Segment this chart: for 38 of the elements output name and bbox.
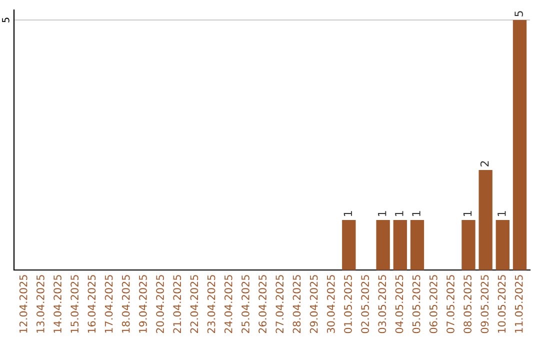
- x-tick-label: 11.05.2025: [514, 275, 523, 333]
- x-tick-label: 08.05.2025: [464, 275, 472, 334]
- x-tick-label: 23.04.2025: [207, 275, 216, 334]
- x-tick-label: 14.04.2025: [54, 275, 62, 333]
- data-label: 2: [480, 161, 489, 166]
- x-tick-label: 28.04.2025: [292, 275, 301, 334]
- x-tick-label: 20.04.2025: [156, 275, 164, 334]
- x-tick-label: 26.04.2025: [258, 275, 266, 334]
- data-label: 1: [344, 211, 352, 216]
- x-tick-label: 21.04.2025: [173, 275, 182, 334]
- x-tick-label: 29.04.2025: [310, 275, 318, 334]
- x-tick-label: 10.05.2025: [498, 275, 506, 333]
- data-label: 5: [514, 11, 523, 16]
- x-tick-label: 16.04.2025: [88, 275, 96, 333]
- x-tick-label: 24.04.2025: [224, 275, 232, 334]
- x-tick-label: 06.05.2025: [429, 275, 438, 334]
- x-tick-label: 22.04.2025: [190, 275, 198, 334]
- x-tick-label: 17.04.2025: [104, 275, 113, 333]
- x-tick-label: 05.05.2025: [412, 275, 420, 334]
- data-label: 1: [498, 211, 506, 216]
- data-label: 1: [463, 211, 472, 216]
- x-tick-label: 27.04.2025: [276, 275, 284, 334]
- data-label: 1: [395, 211, 404, 216]
- x-tick-label: 12.04.2025: [19, 275, 28, 333]
- x-tick-label: 13.04.2025: [36, 275, 44, 333]
- x-tick-label: 19.04.2025: [139, 275, 147, 333]
- x-tick-label: 09.05.2025: [480, 275, 489, 334]
- x-tick-label: 18.04.2025: [122, 275, 130, 333]
- data-label: 1: [412, 211, 420, 216]
- x-tick-label: 25.04.2025: [242, 275, 250, 334]
- x-tick-label: 04.05.2025: [395, 275, 404, 334]
- x-tick-label: 15.04.2025: [70, 275, 79, 333]
- x-tick-label: 01.05.2025: [344, 275, 352, 334]
- x-tick-label: 30.04.2025: [326, 275, 335, 334]
- x-tick-label: 07.05.2025: [446, 275, 454, 334]
- data-label: 1: [378, 211, 386, 216]
- x-tick-label: 03.05.2025: [378, 275, 386, 334]
- x-tick-label: 02.05.2025: [361, 275, 369, 334]
